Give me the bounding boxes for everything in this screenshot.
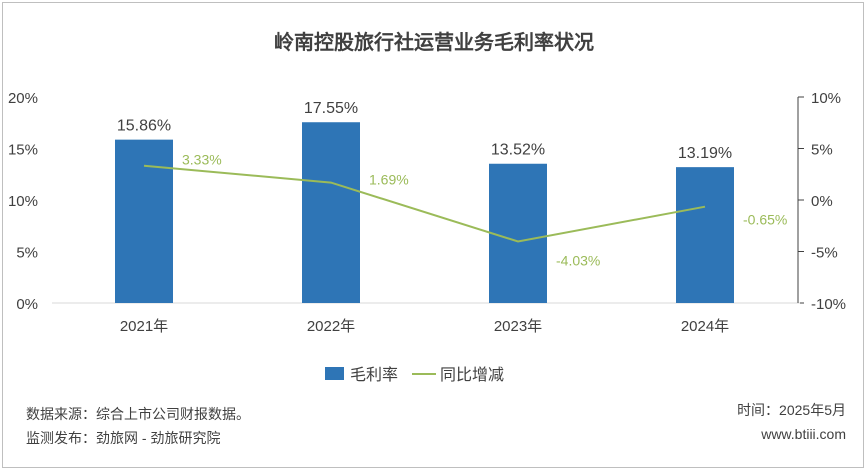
category-labels: 2021年 2022年 2023年 2024年: [120, 318, 729, 335]
legend-bar-swatch: [325, 367, 344, 380]
bar-value-label: 13.19%: [678, 145, 732, 162]
category-label: 2023年: [494, 318, 542, 335]
time-note: 时间：2025年5月: [737, 402, 846, 418]
right-tick-label: 0%: [811, 193, 833, 210]
left-tick-label: 0%: [16, 296, 38, 313]
line-value-label: -0.65%: [743, 212, 787, 228]
left-tick-label: 10%: [8, 193, 38, 210]
publisher-note: 监测发布：劲旅网 - 劲旅研究院: [26, 430, 221, 446]
bar-gross-margin: [302, 122, 360, 303]
left-axis-ticks: 0% 5% 10% 15% 20%: [8, 90, 38, 313]
right-tick-label: -5%: [811, 245, 838, 262]
line-yoy-change: [143, 164, 706, 243]
right-tick-label: 10%: [811, 90, 841, 107]
footer-left: 数据来源：综合上市公司财报数据。 监测发布：劲旅网 - 劲旅研究院: [26, 402, 250, 450]
left-tick-label: 5%: [16, 245, 38, 262]
bar-gross-margin: [676, 167, 734, 303]
bar-labels: 15.86% 17.55% 13.52% 13.19%: [117, 100, 732, 162]
left-tick-label: 20%: [8, 90, 38, 107]
category-label: 2021年: [120, 318, 168, 335]
line-value-label: 1.69%: [369, 172, 409, 188]
right-axis-ticks: -10% -5% 0% 5% 10%: [798, 90, 846, 313]
bar-value-label: 15.86%: [117, 118, 171, 135]
bar-gross-margin: [115, 139, 173, 303]
combo-chart: 0% 5% 10% 15% 20% -10% -5% 0% 5% 10% 15.86% 17.55…: [8, 90, 846, 384]
bar-value-label: 13.52%: [491, 142, 545, 159]
bars: [115, 122, 734, 303]
left-tick-label: 15%: [8, 142, 38, 159]
category-label: 2024年: [681, 318, 729, 335]
category-label: 2022年: [307, 318, 355, 335]
line-labels: 3.33% 1.69% -4.03% -0.65%: [182, 152, 787, 269]
line-series: [143, 164, 706, 243]
bar-value-label: 17.55%: [304, 100, 358, 117]
line-value-label: 3.33%: [182, 152, 222, 168]
source-note: 数据来源：综合上市公司财报数据。: [26, 406, 250, 422]
bar-gross-margin: [489, 163, 547, 303]
legend-line-label: 同比增减: [440, 366, 504, 384]
legend: 毛利率 同比增减: [325, 366, 504, 384]
right-tick-label: 5%: [811, 142, 833, 159]
chart-title: 岭南控股旅行社运营业务毛利率状况: [274, 32, 594, 54]
footer-right: 时间：2025年5月 www.btiii.com: [737, 398, 846, 446]
legend-bar-label: 毛利率: [350, 366, 398, 384]
line-value-label: -4.03%: [556, 253, 600, 269]
right-tick-label: -10%: [811, 296, 846, 313]
website-note: www.btiii.com: [761, 426, 846, 442]
